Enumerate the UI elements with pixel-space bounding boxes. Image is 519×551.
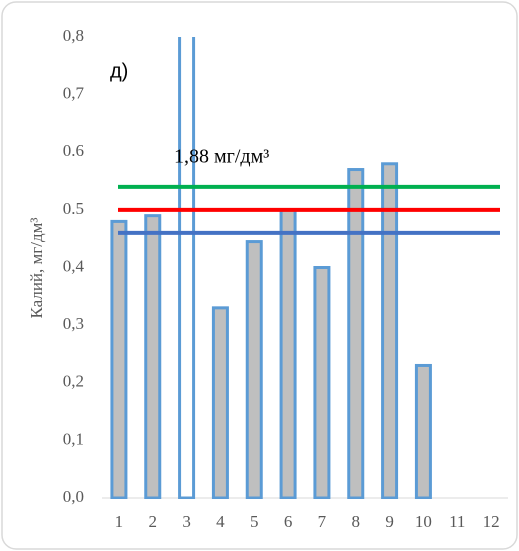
x-tick-label: 4 xyxy=(216,512,225,531)
x-tick-label: 3 xyxy=(182,512,191,531)
bar xyxy=(381,162,399,499)
bar xyxy=(313,266,331,499)
x-tick-label: 7 xyxy=(318,512,327,531)
x-tick-label: 1 xyxy=(115,512,124,531)
y-tick-label: 0,0 xyxy=(63,487,84,506)
x-tick-label: 6 xyxy=(284,512,293,531)
bar xyxy=(414,363,432,499)
y-tick-label: 0,7 xyxy=(63,84,85,103)
bar xyxy=(347,168,365,499)
y-tick-label: 0,3 xyxy=(63,314,84,333)
bar xyxy=(279,208,297,499)
y-tick-label: 0,1 xyxy=(63,429,84,448)
y-tick-label: 0.5 xyxy=(63,199,84,218)
y-axis-label: Калий, мг/дм³ xyxy=(27,218,46,319)
bar xyxy=(245,240,263,499)
y-tick-label: 0,8 xyxy=(63,26,84,45)
x-tick-label: 11 xyxy=(449,512,465,531)
x-tick-label: 5 xyxy=(250,512,259,531)
y-tick-label: 0,2 xyxy=(63,372,84,391)
x-tick-label: 8 xyxy=(352,512,361,531)
y-tick-label: 0,4 xyxy=(63,256,85,275)
value-label: 1,88 мг/дм³ xyxy=(174,146,269,168)
x-tick-label: 9 xyxy=(385,512,394,531)
bar xyxy=(211,306,229,499)
x-tick-label: 2 xyxy=(149,512,158,531)
bar xyxy=(144,214,162,499)
x-tick-label: 10 xyxy=(415,512,432,531)
bar xyxy=(178,37,196,499)
y-tick-label: 0.6 xyxy=(63,141,84,160)
panel-label: д) xyxy=(110,60,128,82)
bar xyxy=(110,219,128,499)
x-tick-label: 12 xyxy=(483,512,500,531)
